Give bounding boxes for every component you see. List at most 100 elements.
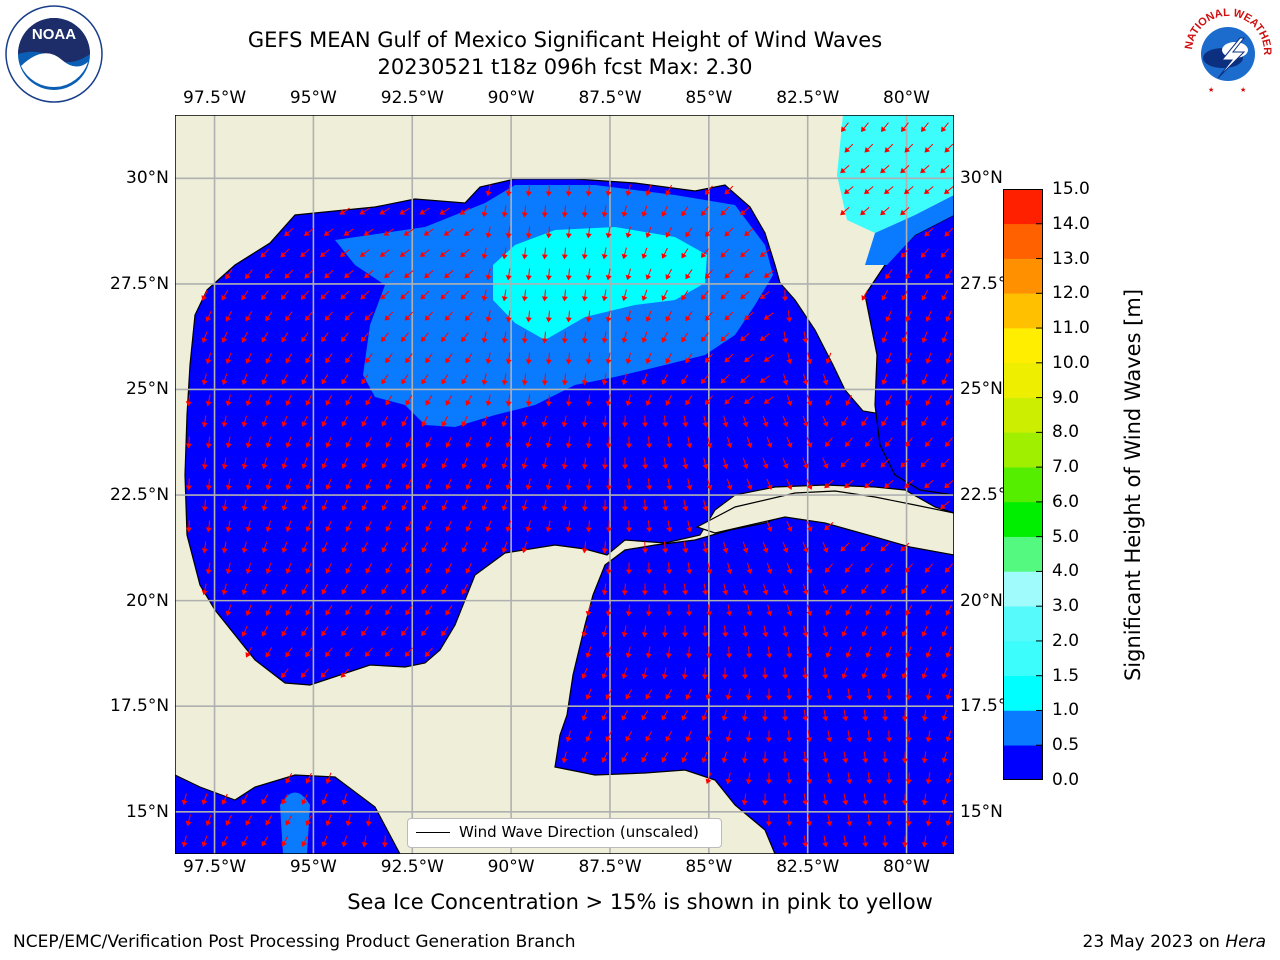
wave-direction-arrow [761, 793, 768, 806]
lat-tick-label-left: 22.5°N [110, 485, 170, 506]
wave-direction-arrow [241, 583, 248, 596]
wave-direction-arrow [665, 268, 672, 280]
wave-direction-arrow [866, 688, 873, 701]
wave-direction-arrow [921, 625, 928, 637]
plot-title-line2: 20230521 t18z 096h fcst Max: 2.30 [377, 55, 753, 79]
wave-direction-arrow [565, 730, 572, 743]
wave-direction-arrow [481, 373, 488, 386]
wave-direction-arrow [365, 436, 372, 448]
wave-direction-arrow [505, 268, 512, 281]
wave-direction-arrow [601, 457, 608, 470]
wave-direction-arrow [825, 604, 833, 616]
wave-direction-arrow [625, 352, 632, 365]
wave-direction-arrow [225, 562, 232, 575]
wave-direction-arrow [585, 184, 592, 197]
wave-direction-arrow [385, 395, 393, 406]
wave-direction-arrow [724, 395, 734, 405]
wave-direction-arrow [285, 478, 292, 491]
wave-direction-arrow [465, 353, 473, 364]
wave-direction-arrow [621, 373, 628, 386]
wave-direction-arrow [826, 772, 833, 785]
wave-direction-arrow [925, 814, 932, 827]
lon-tick-label-bottom: 95°W [289, 857, 337, 877]
wave-direction-arrow [682, 499, 689, 512]
wave-direction-arrow [305, 520, 312, 532]
wave-direction-arrow [325, 520, 332, 532]
wave-direction-arrow [385, 353, 393, 364]
wave-direction-arrow [281, 457, 288, 470]
wave-direction-arrow [806, 814, 813, 827]
wave-direction-arrow [802, 751, 809, 764]
wave-direction-arrow [305, 311, 313, 322]
wave-direction-arrow [461, 499, 468, 511]
wave-direction-arrow [265, 647, 273, 658]
wave-direction-arrow [802, 331, 809, 344]
wave-direction-arrow [759, 333, 770, 341]
wave-direction-arrow [806, 520, 813, 532]
wave-direction-arrow [340, 290, 350, 300]
wave-direction-arrow [685, 227, 693, 238]
wave-direction-arrow [481, 331, 488, 344]
wave-direction-arrow [666, 436, 673, 449]
wave-direction-arrow [945, 352, 952, 365]
wave-direction-arrow [605, 394, 612, 407]
wave-direction-arrow [885, 352, 892, 365]
wave-direction-arrow [925, 646, 932, 659]
wave-direction-arrow [940, 248, 949, 258]
wave-direction-arrow [421, 499, 428, 511]
wave-direction-arrow [545, 352, 552, 365]
wave-direction-arrow [822, 373, 829, 386]
wave-direction-arrow [605, 268, 612, 281]
wave-direction-arrow [423, 228, 434, 236]
wave-direction-arrow [884, 437, 893, 448]
wave-direction-arrow [822, 415, 829, 427]
wave-direction-arrow [881, 416, 889, 427]
wave-direction-arrow [786, 478, 793, 490]
wave-direction-arrow [305, 772, 312, 784]
wave-direction-arrow [281, 415, 288, 428]
wave-direction-arrow [379, 207, 390, 215]
wave-direction-arrow [662, 415, 669, 428]
wave-direction-arrow [886, 814, 893, 827]
wave-direction-arrow [904, 563, 913, 573]
wave-direction-arrow [844, 143, 854, 153]
wave-direction-arrow [403, 228, 414, 236]
wave-direction-arrow [921, 667, 928, 680]
wave-direction-arrow [920, 458, 930, 468]
wave-direction-arrow [441, 499, 448, 511]
wave-direction-arrow [761, 751, 768, 764]
wave-direction-arrow [601, 373, 608, 386]
wave-direction-arrow [645, 394, 652, 406]
wave-direction-arrow [501, 457, 508, 470]
lon-tick-label-bottom: 90°W [487, 857, 535, 877]
wave-direction-arrow [245, 814, 253, 826]
wave-direction-arrow [706, 604, 713, 617]
wave-direction-arrow [802, 625, 809, 638]
wave-direction-arrow [541, 289, 548, 302]
wave-direction-arrow [345, 394, 353, 406]
wave-direction-arrow [260, 248, 270, 258]
wave-direction-arrow [744, 270, 754, 279]
wave-direction-arrow [221, 415, 228, 428]
wave-direction-arrow [685, 311, 693, 322]
wave-direction-arrow [662, 457, 669, 470]
colorbar-tick-label: 12.0 [1052, 283, 1090, 304]
wave-direction-arrow [285, 311, 293, 322]
wave-direction-arrow [864, 186, 874, 195]
wave-direction-arrow [825, 394, 832, 406]
wave-direction-arrow [525, 520, 532, 533]
wave-direction-arrow [944, 143, 954, 153]
wave-direction-arrow [745, 730, 752, 743]
wave-direction-arrow [261, 415, 268, 428]
wave-direction-arrow [245, 562, 252, 575]
colorbar-tick-label: 10.0 [1052, 352, 1090, 373]
wave-direction-arrow [439, 249, 450, 257]
wave-direction-arrow [245, 269, 253, 280]
wave-direction-arrow [421, 584, 429, 595]
wave-direction-arrow [440, 290, 450, 300]
wave-direction-arrow [321, 541, 328, 553]
wave-direction-arrow [284, 228, 294, 237]
wave-direction-arrow [441, 457, 448, 469]
wave-direction-arrow [381, 415, 389, 427]
plot-title-line1: GEFS MEAN Gulf of Mexico Significant Hei… [247, 28, 883, 52]
